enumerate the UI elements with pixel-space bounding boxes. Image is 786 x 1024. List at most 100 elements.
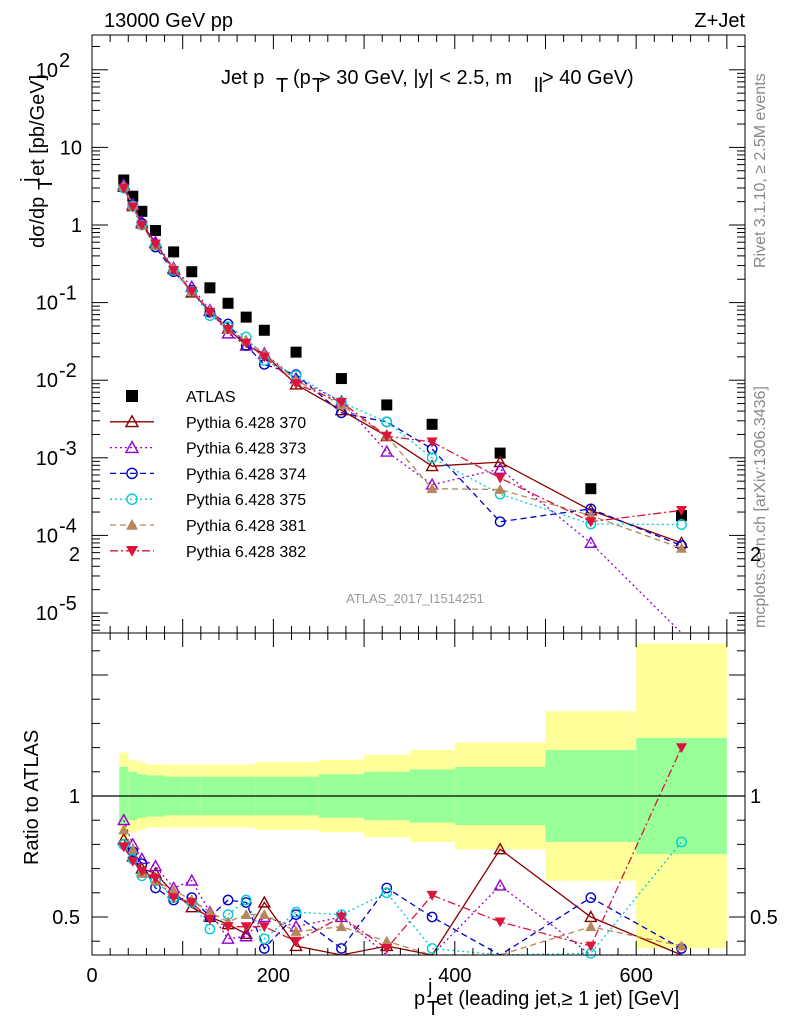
- data-point: [149, 873, 161, 884]
- ylabel-main-sub: T: [35, 178, 57, 190]
- series-line: [123, 186, 682, 544]
- x-tick-label: 600: [619, 965, 652, 987]
- data-point: [381, 935, 393, 946]
- data-point: [204, 906, 216, 917]
- plot-title: Jet p T (p T > 30 GeV, |y| < 2.5, m ll >…: [221, 67, 634, 97]
- y-tick-label: 10 -5: [36, 593, 77, 625]
- data-point: [258, 933, 270, 945]
- data-point: [186, 266, 198, 278]
- y-tick-label: 10 -2: [36, 360, 77, 392]
- x-tick-label: 0: [86, 965, 97, 987]
- ratio-series-5: [118, 743, 688, 954]
- data-point: [168, 893, 180, 904]
- data-point: [204, 307, 216, 318]
- data-point: [240, 338, 252, 349]
- xlabel-rest: et (leading jet,≥ 1 jet) [GeV]: [436, 988, 679, 1010]
- legend: ATLAS Pythia 6.428 370 Pythia 6.428 373 Pyt…: [110, 389, 306, 561]
- data-point: [585, 517, 597, 528]
- data-point: [494, 447, 506, 459]
- x-tick-label: 400: [438, 965, 471, 987]
- data-point: [124, 440, 140, 454]
- data-point: [258, 324, 270, 336]
- analysis-id: ATLAS_2017_I1514251: [346, 591, 484, 606]
- data-point: [426, 418, 438, 430]
- legend-item: Pythia 6.428 375: [110, 492, 306, 509]
- data-point: [126, 467, 138, 480]
- legend-label: Pythia 6.428 373: [186, 441, 306, 458]
- data-point: [290, 936, 302, 947]
- data-point: [493, 878, 507, 891]
- legend-label: Pythia 6.428 381: [186, 518, 306, 535]
- data-point: [136, 866, 148, 877]
- ratio-y-tick-label: 2: [69, 544, 80, 566]
- data-point: [676, 940, 688, 951]
- y-tick-label: 10 -3: [36, 438, 77, 470]
- data-point: [118, 824, 130, 835]
- legend-label: Pythia 6.428 370: [186, 415, 306, 432]
- data-point: [222, 894, 234, 906]
- legend-item: Pythia 6.428 370: [110, 414, 306, 432]
- data-point: [493, 842, 507, 855]
- data-point: [127, 202, 139, 213]
- data-point: [127, 190, 139, 202]
- data-point: [126, 546, 138, 557]
- ratio-y-tick-label-right: 2: [750, 544, 761, 566]
- header-right: Z+Jet: [694, 10, 745, 32]
- y-tick-label-exp: -4: [59, 515, 77, 537]
- data-point: [258, 352, 270, 363]
- data-point: [135, 851, 149, 865]
- legend-label: Pythia 6.428 375: [186, 492, 306, 509]
- xlabel-p: p: [414, 988, 425, 1010]
- data-point: [676, 519, 687, 530]
- data-point: [185, 873, 199, 886]
- data-point: [222, 325, 234, 336]
- plot-title-cuts2: > 30 GeV, |y| < 2.5, m: [319, 67, 512, 89]
- data-point: [585, 892, 597, 904]
- data-point: [381, 416, 393, 428]
- data-point: [426, 483, 438, 494]
- data-point: [118, 183, 130, 194]
- data-point: [126, 519, 138, 530]
- y-tick-label: 10: [60, 137, 82, 159]
- data-point: [240, 922, 252, 933]
- ratio-line: [123, 819, 682, 956]
- data-point: [222, 297, 234, 309]
- data-point: [257, 895, 272, 908]
- main-series-layer: [117, 174, 689, 634]
- y-tick-label: 10 -1: [36, 283, 77, 315]
- data-point: [426, 437, 438, 448]
- legend-label: ATLAS: [186, 389, 236, 406]
- y-tick-label: 10 -4: [36, 515, 77, 547]
- data-point: [381, 399, 393, 411]
- data-point: [127, 856, 139, 867]
- data-point: [127, 843, 139, 854]
- data-point: [186, 898, 198, 908]
- y-tick-label: 1: [71, 215, 82, 237]
- data-point: [585, 483, 597, 495]
- data-point: [136, 205, 148, 217]
- data-point: [126, 390, 138, 402]
- data-point: [290, 926, 302, 936]
- y-tick-label-exp: 2: [59, 50, 70, 72]
- plot-title-sub: T: [276, 75, 288, 97]
- data-point: [240, 909, 252, 919]
- plot-title-cuts-sub: T: [312, 75, 324, 97]
- data-point: [290, 906, 302, 918]
- data-point: [425, 459, 439, 472]
- data-point: [335, 921, 347, 932]
- header-left: 13000 GeV pp: [104, 10, 233, 32]
- plot-title-main: Jet p: [221, 67, 264, 89]
- xlabel-sub: T: [427, 998, 439, 1020]
- data-point: [380, 444, 394, 457]
- ylabel-ratio: Ratio to ATLAS: [21, 730, 43, 865]
- data-point: [676, 542, 688, 553]
- plot-title-cuts3: > 40 GeV): [542, 67, 634, 89]
- data-point: [676, 743, 688, 754]
- data-point: [148, 859, 163, 872]
- series-line: [123, 184, 682, 634]
- data-point: [240, 311, 252, 323]
- legend-label: Pythia 6.428 374: [186, 466, 306, 483]
- data-point: [493, 455, 507, 468]
